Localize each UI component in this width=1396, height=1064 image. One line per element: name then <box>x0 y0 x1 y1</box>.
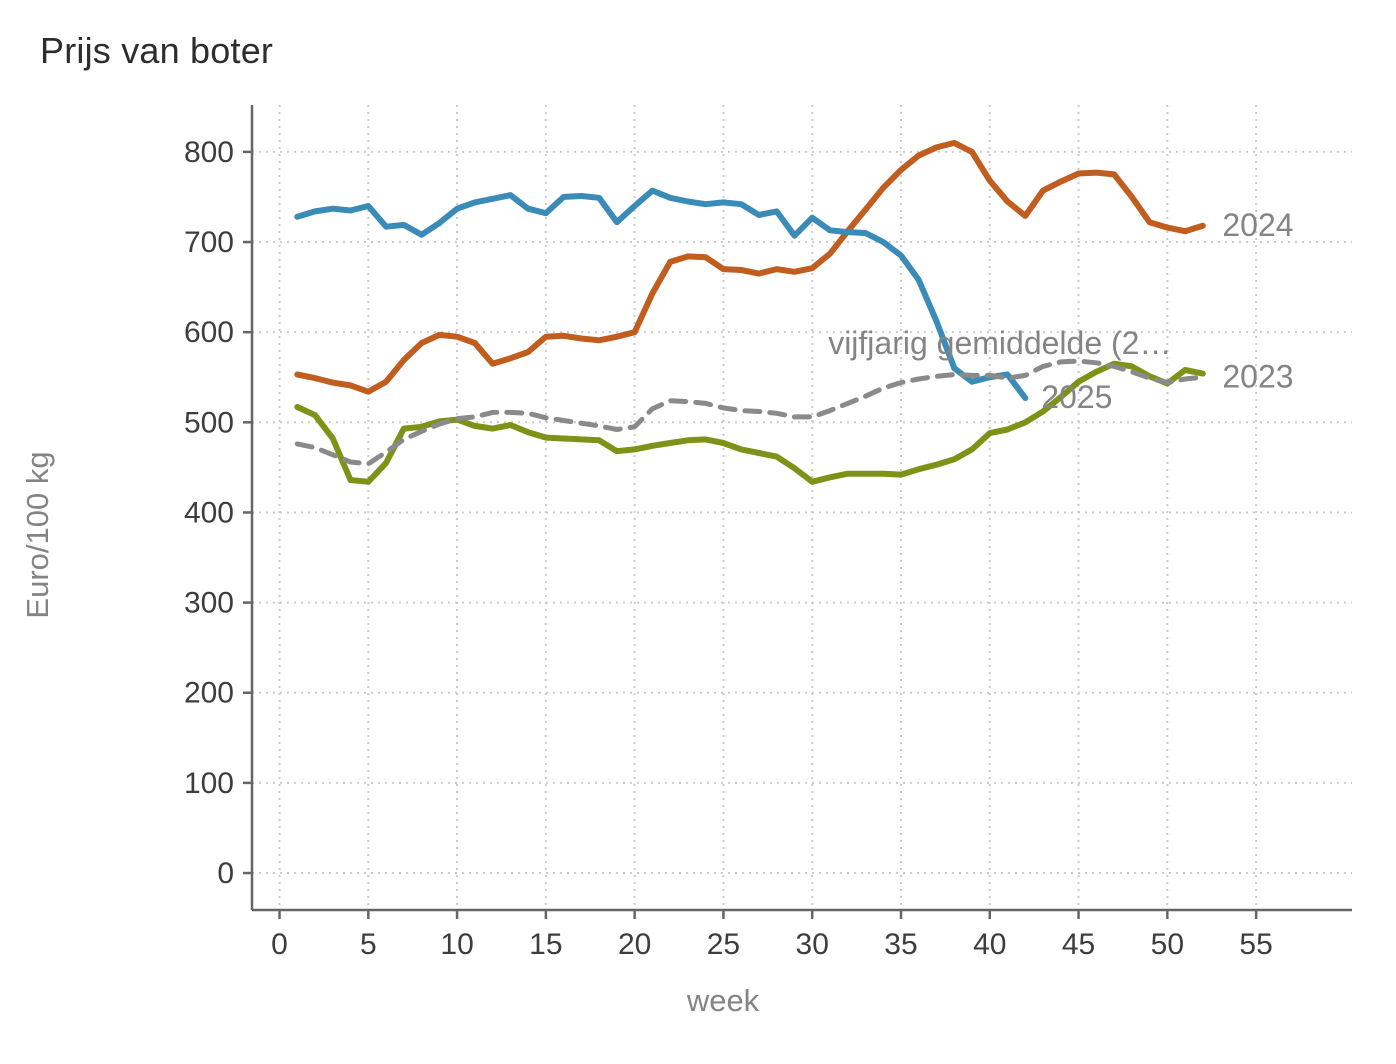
y-axis-title: Euro/100 kg <box>20 451 55 618</box>
x-tick-label-55: 55 <box>1239 928 1272 961</box>
x-tick-label-5: 5 <box>360 928 377 961</box>
y-tick-label-200: 200 <box>184 677 234 710</box>
series-label-2024: 2024 <box>1222 207 1293 243</box>
y-tick-label-100: 100 <box>184 767 234 800</box>
y-tick-label-400: 400 <box>184 496 234 529</box>
chart-title: Prijs van boter <box>40 30 274 71</box>
y-tick-label-800: 800 <box>184 136 234 169</box>
series-line-2025[interactable] <box>294 187 1029 401</box>
series-line-vijfjarig-gemiddelde[interactable] <box>294 358 1206 467</box>
x-axis-title: week <box>686 983 760 1018</box>
x-tick-label-20: 20 <box>618 928 651 961</box>
x-tick-label-0: 0 <box>271 928 288 961</box>
annotation-layer: 2024 vijfjarig gemiddelde (2… 2025 2023 <box>828 207 1293 415</box>
y-tick-label-700: 700 <box>184 226 234 259</box>
y-tick-label-300: 300 <box>184 587 234 620</box>
series-layer <box>294 139 1206 485</box>
x-tick-label-25: 25 <box>707 928 740 961</box>
x-tick-label-35: 35 <box>884 928 917 961</box>
series-label-vijfjarig-gemiddelde-2-: vijfjarig gemiddelde (2… <box>828 325 1171 361</box>
x-tick-label-10: 10 <box>440 928 473 961</box>
x-tick-label-45: 45 <box>1062 928 1095 961</box>
y-tick-label-600: 600 <box>184 316 234 349</box>
series-label-2023: 2023 <box>1222 358 1293 394</box>
x-tick-label-30: 30 <box>796 928 829 961</box>
x-tick-label-50: 50 <box>1151 928 1184 961</box>
y-tick-label-500: 500 <box>184 406 234 439</box>
x-tick-label-40: 40 <box>973 928 1006 961</box>
x-tick-label-15: 15 <box>529 928 562 961</box>
y-tick-label-0: 0 <box>217 857 234 890</box>
series-label-2025: 2025 <box>1041 379 1112 415</box>
series-line-2024[interactable] <box>294 139 1206 395</box>
